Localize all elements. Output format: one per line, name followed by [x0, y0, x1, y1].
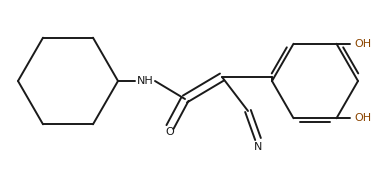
- Text: O: O: [166, 127, 174, 137]
- Text: N: N: [254, 142, 262, 152]
- Text: NH: NH: [137, 76, 154, 86]
- Text: OH: OH: [354, 113, 371, 123]
- Text: OH: OH: [354, 39, 371, 49]
